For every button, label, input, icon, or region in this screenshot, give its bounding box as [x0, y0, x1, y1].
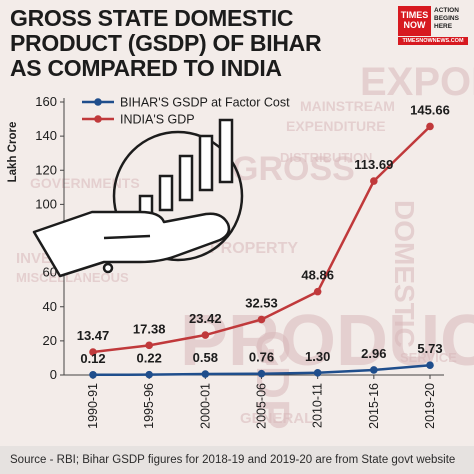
y-tick-label: 20 — [43, 333, 57, 348]
title-line: AS COMPARED TO INDIA — [10, 55, 282, 81]
background-word: GOVERNMENTS — [30, 175, 140, 191]
x-tick-label: 1995-96 — [142, 383, 156, 429]
india-gdp-point — [313, 287, 322, 296]
bihar-data-label: 5.73 — [417, 341, 442, 356]
india-data-label: 145.66 — [410, 102, 450, 117]
legend-label: INDIA'S GDP — [120, 113, 195, 127]
icon-bar — [158, 174, 174, 212]
title-line: PRODUCT (GSDP) OF BIHAR — [10, 30, 322, 56]
background-word: GENERAL — [240, 410, 314, 427]
india-data-label: 23.42 — [189, 311, 222, 326]
bihar-data-label: 0.76 — [249, 350, 274, 365]
logo-name-line: NOW — [403, 20, 426, 30]
legend-swatch-marker — [94, 115, 102, 123]
legend-swatch-marker — [94, 98, 102, 106]
y-axis-label: Lakh Crore — [7, 122, 19, 183]
x-tick-label: 2010-11 — [311, 383, 325, 428]
india-gdp-point — [257, 315, 266, 324]
background-word: EXPENDITURE — [286, 118, 386, 134]
x-tick-label: 1990-91 — [86, 383, 100, 429]
y-tick-label: 120 — [35, 162, 57, 177]
y-tick-label: 140 — [35, 128, 57, 143]
icon-bar — [178, 154, 194, 202]
background-word: DISTRIBUTION — [280, 150, 373, 165]
source-footer: Source - RBI; Bihar GSDP figures for 201… — [0, 446, 474, 474]
bihar-gsdp-point — [313, 368, 322, 377]
bihar-gsdp-point — [426, 361, 434, 370]
bihar-gsdp-point — [145, 370, 153, 379]
india-gdp-point — [145, 341, 153, 350]
background-word: PROPERTY — [210, 240, 299, 257]
india-data-label: 13.47 — [77, 328, 110, 343]
icon-circle — [112, 130, 244, 262]
icon-cuff-button — [102, 262, 114, 274]
background-word: GROSS — [232, 150, 355, 188]
icon-bar — [198, 134, 214, 192]
logo-mark: TIMES NOW — [398, 6, 431, 36]
bihar-gsdp-point — [201, 370, 210, 378]
icon-hand — [32, 210, 231, 278]
india-gdp-point — [201, 331, 210, 339]
legend-label: BIHAR'S GSDP at Factor Cost — [120, 96, 290, 110]
icon-bar — [218, 118, 234, 184]
bihar-gsdp-point — [257, 369, 266, 378]
x-tick-label: 2019-20 — [423, 383, 437, 429]
india-gdp-point — [426, 122, 434, 131]
bihar-data-label: 0.22 — [137, 351, 162, 366]
background-word: EXPORTS — [360, 60, 474, 104]
bihar-data-label: 2.96 — [361, 346, 386, 361]
y-tick-label: 40 — [43, 299, 57, 314]
icon-hand-line — [103, 234, 151, 240]
bihar-gsdp-point — [370, 366, 378, 374]
y-tick-label: 160 — [35, 94, 57, 109]
india-data-label: 48.86 — [301, 268, 334, 283]
india-data-label: 113.69 — [354, 157, 393, 172]
background-word: MISCELLANEOUS — [16, 270, 129, 285]
logo-url: TIMESNOWNEWS.COM — [398, 37, 468, 45]
india-gdp-point — [370, 177, 378, 185]
y-tick-label: 0 — [50, 367, 57, 382]
x-tick-label: 2005-06 — [255, 383, 269, 429]
bihar-gsdp-point — [89, 370, 97, 379]
hand-with-bar-chart-icon — [32, 118, 244, 278]
bihar-data-label: 1.30 — [305, 349, 330, 364]
title-line: GROSS STATE DOMESTIC — [10, 5, 294, 31]
y-tick-label: 100 — [35, 196, 57, 211]
background-word: PRODUCT — [180, 301, 474, 381]
times-now-logo: TIMES NOW ACTION BEGINS HERE TIMESNOWNEW… — [398, 6, 468, 45]
background-word: MAINSTREAM — [300, 98, 395, 114]
india-gdp-point — [89, 348, 97, 356]
x-tick-label: 2015-16 — [367, 383, 381, 429]
y-tick-label: 60 — [43, 265, 57, 280]
logo-tagline: ACTION BEGINS HERE — [434, 7, 459, 30]
india-data-label: 32.53 — [245, 295, 278, 310]
bihar-data-label: 0.12 — [80, 351, 105, 366]
logo-name-line: TIMES — [400, 10, 429, 20]
bihar-data-label: 0.58 — [193, 350, 218, 365]
x-tick-label: 2000-01 — [198, 383, 212, 429]
chart-title: GROSS STATE DOMESTIC PRODUCT (GSDP) OF B… — [10, 6, 370, 81]
india-data-label: 17.38 — [133, 321, 166, 336]
background-word: SERVICE — [400, 350, 457, 365]
